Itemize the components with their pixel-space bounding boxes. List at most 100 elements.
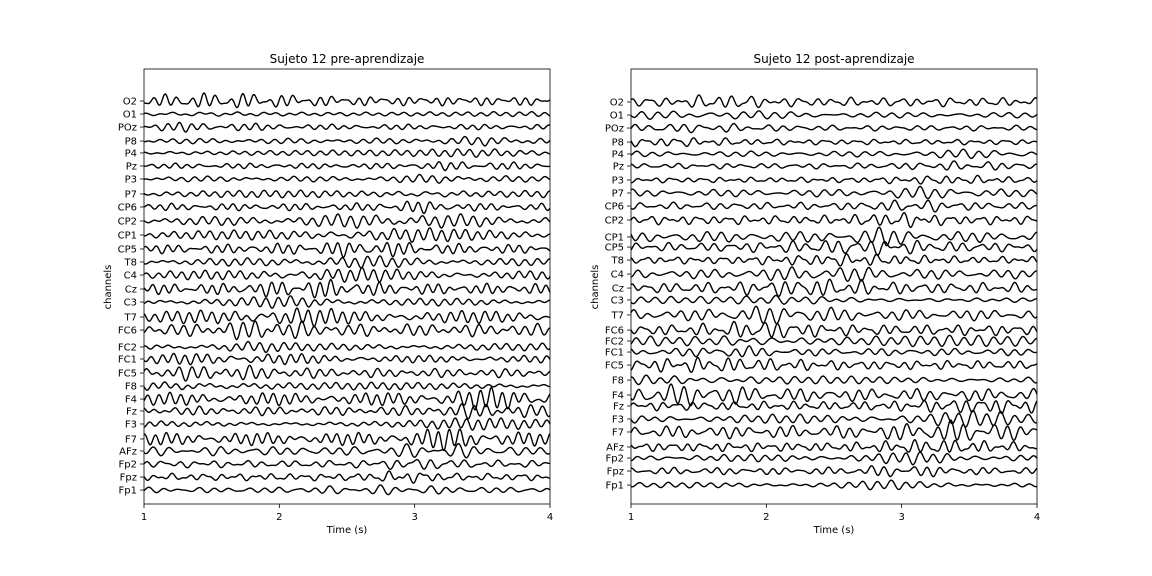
channel-label-f7: F7 [612,427,624,438]
channel-label-p7: P7 [612,189,624,200]
eeg-trace-fz [143,403,551,420]
channel-label-fc2: FC2 [605,336,624,347]
eeg-panel-post: Sujeto 12 post-aprendizaje O2 O1 POz P8P4Pz… [590,52,1040,536]
channel-label-p8: P8 [612,138,624,149]
eeg-trace-fz [630,399,1038,415]
plot-frame [143,68,551,505]
eeg-trace-t8 [143,255,551,269]
eeg-trace-cz [143,278,551,299]
eeg-trace-cz [630,278,1038,298]
channel-label-f7: F7 [125,434,137,445]
channel-label-o1: O1 [610,111,624,122]
eeg-trace-fc2 [143,340,551,354]
eeg-trace-cp2 [143,213,551,229]
channel-label-f3: F3 [612,414,624,425]
channel-label-poz: POz [605,124,624,135]
x-tick-label: 1 [141,512,147,523]
eeg-trace-fpz [143,470,551,484]
eeg-trace-p4 [143,148,551,158]
eeg-trace-f4 [143,386,551,411]
channel-label-cp1: CP1 [118,230,137,241]
trace-group [143,92,551,496]
eeg-trace-cp6 [143,200,551,215]
plot-frame [630,68,1038,505]
channel-label-fp1: Fp1 [119,486,137,497]
eeg-trace-fc1 [143,352,551,366]
channel-label-afz: AFz [606,442,624,453]
x-tick-group: 1 2 3 4 [628,504,1040,523]
channel-label-fc6: FC6 [605,326,624,337]
channel-label-afz: AFz [119,447,137,458]
eeg-trace-fp1 [630,479,1038,491]
eeg-trace-o2 [630,94,1038,109]
eeg-trace-f7 [143,428,551,452]
channel-label-fz: Fz [126,406,137,417]
x-tick-label: 4 [547,512,553,523]
channel-label-pz: Pz [613,161,624,172]
eeg-trace-c4 [630,266,1038,282]
channel-label-fp2: Fp2 [606,454,624,465]
channel-label-t8: T8 [611,256,624,267]
channel-label-p7: P7 [125,189,137,200]
channel-label-f8: F8 [612,376,624,387]
x-axis-label: Time (s) [813,525,855,536]
eeg-trace-f8 [143,381,551,391]
channel-label-cz: Cz [125,285,137,296]
channel-label-fc6: FC6 [118,326,137,337]
channel-label-cp2: CP2 [118,216,137,227]
channel-label-o1: O1 [123,110,137,121]
x-axis-label: Time (s) [326,525,368,536]
eeg-trace-fpz [630,465,1038,478]
eeg-trace-c3 [143,295,551,309]
channel-label-cp5: CP5 [605,243,624,254]
eeg-trace-f7 [630,419,1038,442]
eeg-trace-p8 [630,137,1038,148]
channel-label-fc2: FC2 [118,342,137,353]
channel-label-p8: P8 [125,137,137,148]
eeg-trace-fp1 [143,484,551,496]
eeg-trace-f8 [630,374,1038,386]
eeg-trace-cp1 [630,226,1038,247]
eeg-trace-fc1 [630,345,1038,358]
channel-label-o2: O2 [610,98,624,109]
x-tick-group: 1 2 3 4 [141,504,553,523]
panel-title: Sujeto 12 pre-aprendizaje [270,52,425,66]
channel-label-fpz: Fpz [607,467,624,478]
channel-label-cp6: CP6 [605,202,624,213]
channel-label-f4: F4 [612,391,624,402]
eeg-trace-fc5 [143,364,551,382]
eeg-trace-f3 [630,409,1038,428]
channel-label-o2: O2 [123,97,137,108]
eeg-trace-p4 [630,148,1038,160]
eeg-trace-fc6 [630,320,1038,339]
channel-label-c4: C4 [611,270,624,281]
channel-label-fc1: FC1 [118,355,137,366]
x-tick-label: 3 [411,512,417,523]
channel-label-fz: Fz [613,401,624,412]
channel-label-cp1: CP1 [605,232,624,243]
channel-label-fpz: Fpz [120,473,137,484]
eeg-trace-poz [143,121,551,133]
eeg-trace-o1 [143,110,551,118]
channel-label-c3: C3 [124,298,137,309]
channel-label-c4: C4 [124,271,137,282]
channel-label-p4: P4 [612,149,624,160]
channel-label-t8: T8 [124,258,137,269]
eeg-trace-o2 [143,92,551,109]
y-axis-label: channels [103,265,114,310]
channel-label-t7: T7 [124,313,137,324]
eeg-trace-f4 [630,383,1038,407]
eeg-trace-t8 [630,253,1038,267]
channel-label-c3: C3 [611,295,624,306]
eeg-trace-p3 [630,174,1038,185]
eeg-trace-p8 [143,135,551,147]
channel-label-fc1: FC1 [605,348,624,359]
eeg-trace-o1 [630,110,1038,120]
eeg-trace-cp1 [143,227,551,243]
eeg-trace-fc2 [630,334,1038,348]
eeg-trace-p7 [630,185,1038,200]
eeg-trace-t7 [630,305,1038,325]
eeg-trace-fc6 [143,320,551,341]
